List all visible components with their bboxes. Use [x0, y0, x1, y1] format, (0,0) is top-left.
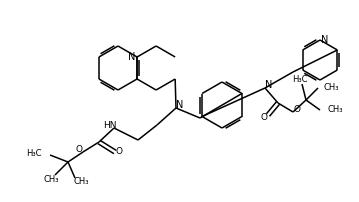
Text: N: N — [176, 100, 184, 110]
Text: H₃C: H₃C — [292, 76, 308, 84]
Text: CH₃: CH₃ — [43, 175, 59, 183]
Text: O: O — [261, 113, 267, 121]
Text: HN: HN — [103, 121, 117, 129]
Text: H₃C: H₃C — [27, 148, 42, 158]
Text: O: O — [75, 144, 83, 154]
Text: CH₃: CH₃ — [328, 105, 344, 115]
Text: N: N — [265, 80, 273, 90]
Text: O: O — [116, 147, 122, 157]
Text: N: N — [129, 52, 136, 62]
Text: CH₃: CH₃ — [73, 178, 89, 186]
Text: CH₃: CH₃ — [324, 83, 340, 93]
Text: O: O — [294, 104, 300, 114]
Text: N: N — [321, 35, 329, 45]
